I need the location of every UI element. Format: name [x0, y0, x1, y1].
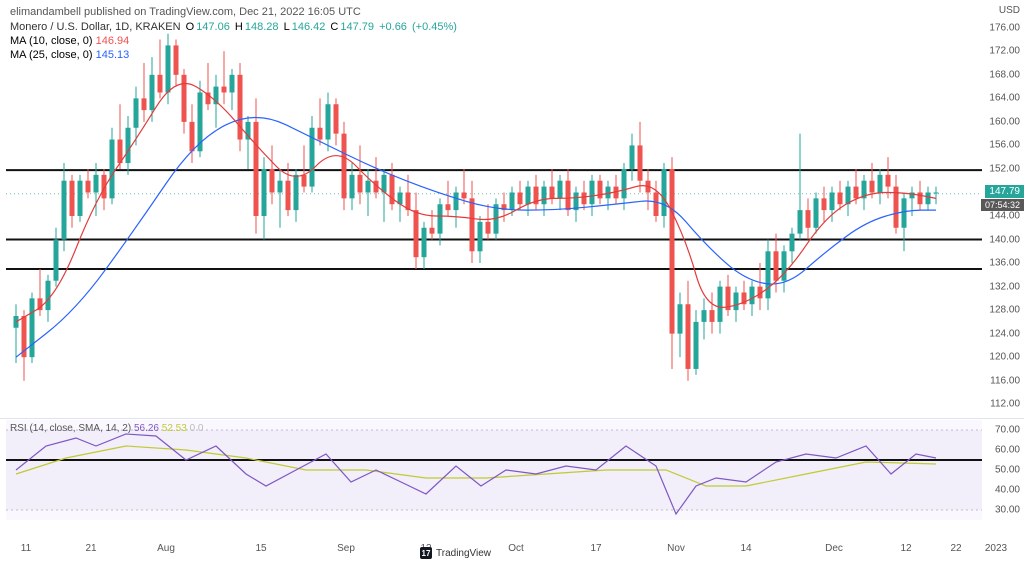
xtick: 12 [900, 543, 911, 554]
xtick: 2023 [985, 543, 1007, 554]
rsi-ytick: 60.00 [995, 445, 1020, 456]
xtick: Nov [667, 543, 685, 554]
rsi-panel[interactable]: RSI (14, close, SMA, 14, 2) 56.26 52.53 … [6, 420, 982, 520]
ytick: 144.00 [989, 211, 1020, 222]
xtick: 17 [590, 543, 601, 554]
time-xaxis: 1121Aug15Sep12Oct17Nov14Dec12222023 [6, 543, 982, 557]
rsi-sma-value: 52.53 [162, 423, 187, 434]
rsi-yaxis: 30.00 40.00 50.00 60.00 70.00 [982, 420, 1024, 520]
ytick: 136.00 [989, 258, 1020, 269]
ytick: 116.00 [990, 375, 1020, 386]
tv-logo-text: TradingView [436, 548, 491, 559]
ytick: 132.00 [989, 281, 1020, 292]
xtick: Aug [157, 543, 175, 554]
ytick: 140.00 [989, 234, 1020, 245]
ytick: 156.00 [989, 140, 1020, 151]
tradingview-logo: 17 TradingView [420, 547, 491, 559]
ytick: 172.00 [989, 46, 1020, 57]
xtick: Dec [825, 543, 843, 554]
xtick: Sep [337, 543, 355, 554]
yaxis-unit: USD [999, 5, 1020, 16]
xtick: 22 [950, 543, 961, 554]
rsi-ytick: 70.00 [995, 425, 1020, 436]
ytick: 124.00 [989, 328, 1020, 339]
last-price-tag: 147.79 [985, 185, 1024, 198]
countdown-tag: 07:54:32 [981, 199, 1024, 211]
rsi-ytick: 30.00 [995, 505, 1020, 516]
rsi-svg [6, 420, 982, 520]
rsi-value: 56.26 [134, 423, 159, 434]
ytick: 128.00 [989, 305, 1020, 316]
xtick: 15 [255, 543, 266, 554]
xtick: 14 [740, 543, 751, 554]
candlestick-svg [6, 16, 982, 416]
ytick: 168.00 [989, 69, 1020, 80]
xtick: 11 [21, 543, 31, 554]
rsi-legend: RSI (14, close, SMA, 14, 2) 56.26 52.53 … [10, 423, 203, 434]
rsi-ytick: 50.00 [995, 465, 1020, 476]
rsi-ytick: 40.00 [995, 485, 1020, 496]
ytick: 120.00 [989, 352, 1020, 363]
ytick: 160.00 [989, 116, 1020, 127]
chart-root: { "header": { "author": "elimandambell",… [0, 0, 1024, 565]
ytick: 112.00 [990, 399, 1020, 410]
panel-separator [0, 418, 1024, 419]
price-panel[interactable] [6, 16, 982, 416]
xtick: Oct [508, 543, 524, 554]
ytick: 164.00 [989, 93, 1020, 104]
price-yaxis: USD 112.00116.00120.00124.00128.00132.00… [982, 16, 1024, 416]
xtick: 21 [85, 543, 96, 554]
tv-logo-icon: 17 [420, 547, 432, 559]
ytick: 152.00 [989, 163, 1020, 174]
ytick: 176.00 [989, 22, 1020, 33]
